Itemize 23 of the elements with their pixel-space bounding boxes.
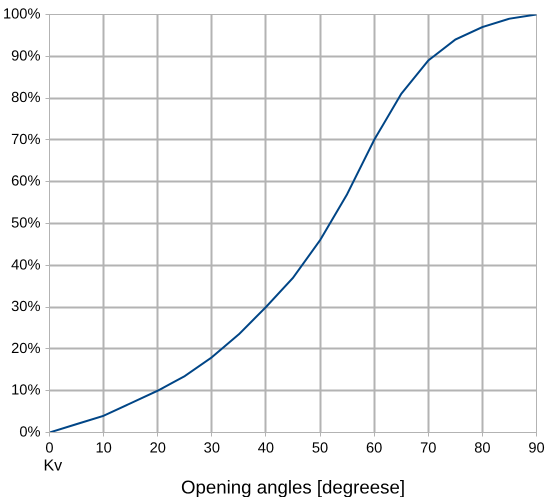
x-tick-label: 0 xyxy=(45,440,54,456)
x-tick-label: 60 xyxy=(366,440,382,456)
y-tick-label: 60% xyxy=(11,174,41,190)
x-tick-label: 70 xyxy=(420,440,436,456)
y-tick-label: 10% xyxy=(11,382,41,399)
x-axis-title: Opening angles [degreese] xyxy=(180,476,406,497)
x-tick-label: 50 xyxy=(312,440,328,456)
y-tick-label: 70% xyxy=(11,132,41,148)
x-tick-label: 90 xyxy=(528,440,545,456)
y-tick-label: 80% xyxy=(11,90,41,106)
x-tick-label: 80 xyxy=(474,440,491,456)
y-tick-label: 40% xyxy=(11,257,41,274)
x-tick-label: 20 xyxy=(150,440,166,456)
x-tick-label: 30 xyxy=(204,440,220,456)
x-tick-label: 40 xyxy=(258,440,274,456)
y-tick-label: 50% xyxy=(11,216,41,232)
text: Kv xyxy=(44,458,62,474)
x-tick-label: 10 xyxy=(95,440,112,456)
y-tick-label: 30% xyxy=(11,299,41,316)
y-tick-label: 90% xyxy=(11,48,41,64)
y-tick-label: 100% xyxy=(3,6,41,22)
y-tick-label: 0% xyxy=(19,424,41,440)
y-tick-label: 20% xyxy=(11,340,41,357)
